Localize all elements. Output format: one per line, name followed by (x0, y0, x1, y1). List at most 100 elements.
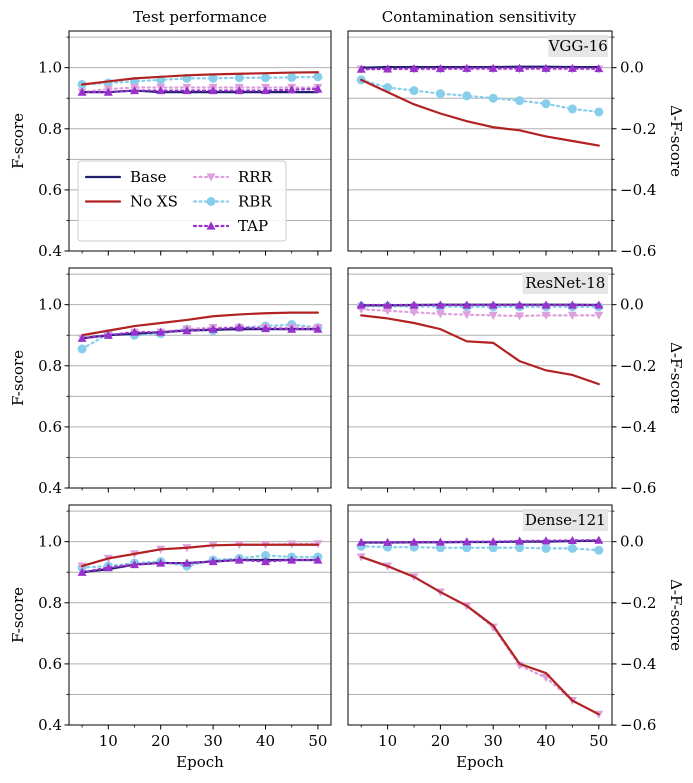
data-point (130, 86, 139, 95)
panel-vgg-16-sensitivity: −0.6 −0.4 −0.2 0.0 Δ-F-score VGG-16 (347, 30, 685, 260)
y-tick-label: 0.6 (38, 181, 62, 199)
data-point (130, 560, 139, 569)
y-tick-label: 0.6 (38, 418, 62, 436)
data-point (287, 85, 297, 94)
y-tick-label: −0.4 (620, 418, 656, 436)
series-line-no-xs (360, 78, 600, 147)
series-line-tap (360, 539, 600, 544)
data-point (313, 72, 323, 82)
series-line-rbr (80, 75, 319, 86)
y-tick-label: −0.6 (620, 716, 656, 734)
x-tick-label: 50 (308, 732, 327, 750)
y-tick-label: −0.6 (620, 479, 656, 497)
series-line-rbr (360, 545, 600, 552)
y-tick-label: 0.8 (38, 357, 62, 375)
data-point (409, 86, 419, 96)
data-point (594, 545, 604, 555)
data-point (515, 543, 525, 553)
data-point (356, 537, 366, 546)
series-group (77, 71, 323, 97)
data-point (541, 300, 551, 309)
data-point (462, 300, 472, 309)
data-point (594, 535, 604, 544)
data-point (462, 63, 472, 72)
x-axis-label: Epoch (176, 753, 224, 771)
axes-frame (68, 267, 332, 489)
data-point (541, 536, 551, 545)
y-tick-label: −0.4 (620, 181, 656, 199)
y-tick-label: 1.0 (38, 296, 62, 314)
data-point (234, 73, 244, 83)
y-tick-label: −0.4 (620, 655, 656, 673)
series-group (77, 540, 323, 576)
model-label: ResNet-18 (525, 274, 605, 292)
data-point (488, 537, 498, 546)
y-axis-label-right: Δ-F-score (667, 342, 685, 414)
legend: Base No XS RRR RBR TAP (77, 160, 287, 242)
y-tick-label: −0.6 (620, 242, 656, 260)
data-point (383, 300, 393, 309)
axes-frame (347, 267, 613, 489)
data-point (462, 543, 472, 553)
data-point (594, 107, 604, 117)
data-point (313, 84, 323, 93)
axes-frame (347, 30, 613, 252)
x-tick-label: 40 (536, 732, 555, 750)
data-point (208, 73, 218, 83)
series-group (356, 300, 604, 386)
x-tick-label: 40 (256, 732, 275, 750)
y-axis-label-right: Δ-F-score (667, 105, 685, 177)
series-line-rbr (360, 305, 600, 308)
series-line-rbr (80, 554, 319, 569)
data-point (182, 558, 192, 567)
y-tick-label: 0.8 (38, 120, 62, 138)
y-tick-label: −0.2 (620, 594, 656, 612)
data-point (409, 64, 419, 73)
data-point (234, 86, 244, 95)
data-point (488, 311, 498, 320)
data-point (208, 324, 218, 333)
data-point (515, 536, 525, 545)
x-tick-label: 50 (589, 732, 608, 750)
x-tick-label: 30 (484, 732, 503, 750)
y-tick-label: 1.0 (38, 59, 62, 77)
data-point (515, 63, 525, 72)
legend-box (77, 160, 287, 242)
y-tick-label: 0.4 (38, 479, 62, 497)
y-tick-label: 0.4 (38, 242, 62, 260)
legend-label: Base (130, 168, 167, 186)
data-point (515, 300, 525, 309)
y-axis-label-right: Δ-F-score (667, 579, 685, 651)
data-point (287, 555, 297, 564)
data-point (567, 104, 577, 114)
data-point (541, 99, 551, 109)
panel-resnet-18-test: 0.4 0.6 0.8 1.0 F-score (9, 267, 332, 497)
legend-marker (206, 197, 216, 206)
data-point (409, 300, 419, 309)
x-tick-label: 20 (151, 732, 170, 750)
data-point (462, 537, 472, 546)
series-line-tap (80, 87, 319, 94)
data-point (261, 86, 270, 95)
series-line-tap (360, 67, 600, 71)
legend-label: RRR (238, 168, 273, 186)
data-point (77, 87, 87, 96)
data-point (567, 63, 577, 72)
data-point (567, 300, 577, 309)
data-point (594, 64, 604, 73)
data-point (287, 72, 297, 82)
data-point (488, 543, 498, 553)
data-point (77, 567, 87, 576)
data-point (594, 300, 604, 309)
data-point (515, 96, 525, 106)
data-point (435, 64, 445, 73)
data-point (541, 543, 551, 553)
series-line-rrr (80, 86, 319, 94)
panel-vgg-16-test: 0.4 0.6 0.8 1.0 F-score Base No XS RRR RBR TAP (9, 30, 332, 260)
data-point (409, 537, 419, 546)
data-point (103, 563, 113, 572)
data-point (435, 310, 445, 319)
y-axis-label: F-score (9, 113, 27, 169)
data-point (383, 64, 393, 73)
